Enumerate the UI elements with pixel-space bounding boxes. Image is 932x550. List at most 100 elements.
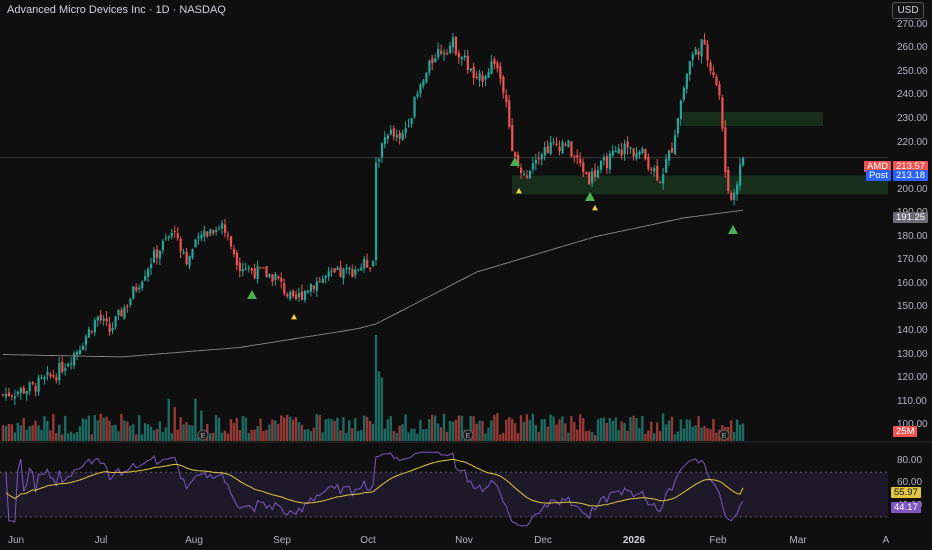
volume-bar (285, 414, 289, 441)
volume-bar (546, 426, 549, 441)
volume-bar (52, 413, 55, 441)
volume-bar (306, 428, 310, 441)
volume-bar (105, 416, 108, 441)
candle (327, 271, 330, 277)
candle (685, 73, 688, 89)
candle (715, 76, 718, 85)
candle (235, 252, 239, 266)
candle (105, 318, 108, 322)
candle (64, 368, 67, 371)
volume-bar (34, 420, 37, 441)
volume-bar (451, 421, 455, 441)
volume-bar (513, 423, 517, 441)
volume-bar (428, 419, 431, 441)
candle (487, 71, 490, 78)
volume-bar (581, 418, 585, 441)
volume-bar (522, 421, 526, 441)
candle (490, 61, 493, 75)
chart-title: Advanced Micro Devices Inc · 1D · NASDAQ (7, 4, 226, 16)
currency-button[interactable]: USD (892, 2, 924, 19)
candle (303, 290, 307, 301)
volume-bar (380, 377, 384, 441)
volume-bar (469, 415, 472, 441)
candle (78, 349, 82, 355)
volume-bar (596, 419, 600, 441)
moving-average-line (2, 209, 744, 358)
candle (410, 117, 413, 125)
volume-bar (253, 429, 256, 441)
volume-bar (555, 424, 558, 441)
candle (475, 76, 478, 79)
candle (727, 169, 730, 191)
candle (197, 236, 200, 239)
candle (567, 140, 570, 147)
volume-bar (534, 424, 537, 441)
candle (277, 276, 280, 279)
volume-bar (460, 415, 463, 441)
last-price-symbol-tag: AMD (864, 161, 892, 172)
candle (398, 132, 401, 139)
candle (99, 314, 102, 321)
candle (460, 56, 463, 60)
volume-bar (638, 427, 641, 441)
volume-bar (445, 431, 449, 441)
volume-bar (46, 420, 49, 441)
candle (372, 261, 375, 266)
volume-bar (425, 429, 428, 441)
volume-bar (108, 420, 111, 441)
candle (380, 143, 384, 158)
candle (440, 50, 443, 54)
volume-bar (374, 335, 378, 441)
volume-bar (28, 426, 31, 441)
candle (454, 36, 458, 55)
candle (579, 158, 582, 164)
candle (152, 250, 156, 263)
buy-signal-triangle-icon (247, 290, 257, 299)
resistance-zone (683, 111, 823, 127)
candle (499, 66, 502, 79)
candle (271, 274, 274, 282)
candle (632, 148, 635, 157)
volume-bar (7, 424, 11, 441)
volume-bar (330, 419, 333, 441)
volume-bar (93, 415, 96, 441)
candle (525, 175, 529, 178)
candle (614, 150, 617, 153)
volume-bar (433, 415, 437, 441)
candle (93, 320, 96, 333)
candle (182, 252, 185, 254)
volume-bar (738, 424, 742, 441)
candle (419, 84, 422, 94)
volume-bar (570, 416, 573, 441)
volume-bar (584, 430, 588, 441)
volume-bar (63, 415, 67, 441)
candle (608, 153, 611, 170)
volume-bar (626, 430, 629, 441)
candle (505, 94, 508, 103)
volume-bar (481, 421, 484, 441)
volume-bar (729, 420, 733, 441)
volume-bar (407, 432, 410, 441)
candle (641, 148, 644, 154)
candle (150, 264, 153, 269)
candle (40, 377, 43, 379)
candle (596, 169, 600, 178)
volume-bar (543, 418, 546, 441)
candle (697, 51, 700, 55)
candle (656, 165, 659, 181)
volume-bar (247, 432, 250, 441)
candle (366, 260, 369, 268)
volume-bar (694, 425, 697, 441)
volume-bar (398, 425, 401, 441)
volume-bar (531, 413, 535, 441)
candle (463, 55, 466, 58)
volume-bar (413, 428, 416, 441)
volume-bar (126, 421, 129, 441)
candle (543, 147, 546, 156)
price-tick-label: 160.00 (897, 277, 928, 289)
volume-bar (16, 422, 19, 441)
candle (138, 287, 141, 290)
volume-bar (490, 420, 493, 441)
